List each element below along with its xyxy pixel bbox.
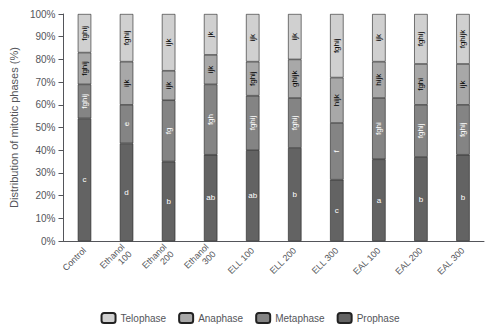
svg-text:90%: 90% <box>35 31 55 42</box>
svg-text:Metaphase: Metaphase <box>275 313 325 324</box>
svg-text:fghijk: fghijk <box>458 29 467 49</box>
svg-text:ijk: ijk <box>290 32 299 41</box>
svg-text:c: c <box>83 175 87 184</box>
svg-text:ijk: ijk <box>164 81 173 90</box>
svg-text:ijk: ijk <box>374 33 383 42</box>
svg-text:e: e <box>122 121 131 126</box>
svg-text:20%: 20% <box>35 190 55 201</box>
svg-text:Ethanol: Ethanol <box>97 241 127 271</box>
svg-text:Anaphase: Anaphase <box>198 313 243 324</box>
svg-text:EAL 200: EAL 200 <box>393 245 424 276</box>
svg-text:ijk: ijk <box>248 33 257 42</box>
svg-text:ghijk: ghijk <box>290 69 299 86</box>
svg-text:300: 300 <box>200 249 218 267</box>
svg-text:fghij: fghij <box>122 30 131 45</box>
svg-text:hijk: hijk <box>332 93 341 106</box>
svg-text:fghi: fghi <box>416 78 425 91</box>
svg-text:c: c <box>335 206 339 215</box>
svg-text:b: b <box>166 197 171 206</box>
svg-text:200: 200 <box>158 249 176 267</box>
svg-text:a: a <box>377 196 382 205</box>
svg-text:EAL 100: EAL 100 <box>351 245 382 276</box>
svg-text:ELL 300: ELL 300 <box>310 245 341 276</box>
svg-text:10%: 10% <box>35 213 55 224</box>
svg-text:fghij: fghij <box>332 38 341 53</box>
svg-text:fghij: fghij <box>416 123 425 138</box>
svg-text:b: b <box>293 190 298 199</box>
svg-text:fghij: fghij <box>248 115 257 130</box>
svg-text:Control: Control <box>60 245 88 273</box>
svg-text:fghij: fghij <box>458 122 467 137</box>
svg-text:fg: fg <box>164 128 173 135</box>
svg-text:0%: 0% <box>41 236 56 247</box>
svg-text:Prophase: Prophase <box>357 313 400 324</box>
svg-text:hijk: hijk <box>374 73 383 86</box>
svg-text:EAL 300: EAL 300 <box>435 245 466 276</box>
svg-text:70%: 70% <box>35 77 55 88</box>
svg-text:100: 100 <box>116 249 134 267</box>
svg-text:f: f <box>332 149 341 152</box>
svg-text:fghij: fghij <box>80 26 89 41</box>
svg-text:80%: 80% <box>35 54 55 65</box>
svg-text:fghij: fghij <box>80 94 89 109</box>
svg-text:30%: 30% <box>35 167 55 178</box>
svg-text:Ethanol: Ethanol <box>182 241 211 271</box>
svg-text:fgh: fgh <box>206 114 215 125</box>
svg-text:ab: ab <box>206 193 215 202</box>
svg-text:Telophase: Telophase <box>121 313 167 324</box>
svg-text:fghij: fghij <box>416 31 425 46</box>
svg-text:ELL 200: ELL 200 <box>268 245 299 276</box>
svg-text:ijk: ijk <box>458 80 467 89</box>
svg-text:60%: 60% <box>35 99 55 110</box>
svg-text:b: b <box>461 193 466 202</box>
svg-text:fghij: fghij <box>290 115 299 130</box>
svg-text:ijk: ijk <box>164 38 173 47</box>
svg-text:fghij: fghij <box>80 61 89 76</box>
svg-text:fghij: fghij <box>248 71 257 86</box>
svg-text:b: b <box>419 195 424 204</box>
svg-text:100%: 100% <box>30 9 56 20</box>
svg-text:40%: 40% <box>35 145 55 156</box>
svg-text:d: d <box>124 188 128 197</box>
svg-text:Distribution of mitotic phases: Distribution of mitotic phases (%) <box>8 47 20 208</box>
svg-text:jk: jk <box>206 31 215 39</box>
svg-text:ijk: ijk <box>206 65 215 74</box>
svg-text:ijk: ijk <box>122 78 131 87</box>
svg-text:fghi: fghi <box>374 122 383 135</box>
svg-text:ELL 100: ELL 100 <box>226 245 257 276</box>
svg-text:ab: ab <box>248 191 257 200</box>
svg-text:Ethanol: Ethanol <box>140 241 169 271</box>
svg-text:50%: 50% <box>35 122 55 133</box>
